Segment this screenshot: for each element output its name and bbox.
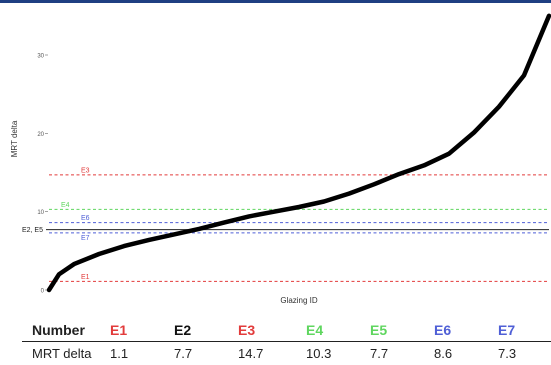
col-value-e4: 10.3 (296, 342, 360, 365)
reference-line-label: E1 (81, 274, 90, 281)
col-name-e5: E5 (360, 318, 424, 342)
col-name-e4: E4 (296, 318, 360, 342)
col-name-e7: E7 (488, 318, 551, 342)
table-value-row: MRT delta 1.1 7.7 14.7 10.3 7.7 8.6 7.3 (22, 342, 551, 365)
col-value-e5: 7.7 (360, 342, 424, 365)
table-header-row: Number E1 E2 E3 E4 E5 E6 E7 (22, 318, 551, 342)
y-tick-label: 10 (37, 210, 44, 216)
results-table: Number E1 E2 E3 E4 E5 E6 E7 MRT delta 1.… (22, 318, 551, 365)
col-name-e3: E3 (228, 318, 296, 342)
col-value-e6: 8.6 (424, 342, 488, 365)
col-name-e6: E6 (424, 318, 488, 342)
y-tick-label: 30 (37, 54, 44, 60)
mrt-delta-chart: E1 E3 E4 E6 E2, E5 E7 0 10 20 30 MRT delta Glazi… (0, 0, 551, 310)
reference-line-label: E7 (81, 235, 90, 242)
col-name-e1: E1 (100, 318, 164, 342)
reference-line-label: E2, E5 (22, 227, 43, 234)
col-name-e2: E2 (164, 318, 228, 342)
series-line (49, 16, 549, 290)
col-value-e3: 14.7 (228, 342, 296, 365)
col-value-e7: 7.3 (488, 342, 551, 365)
col-value-e1: 1.1 (100, 342, 164, 365)
reference-lines: E1 E3 E4 E6 E2, E5 E7 (22, 167, 549, 281)
reference-line-label: E4 (61, 202, 70, 209)
row-header-label: Number (22, 318, 100, 342)
reference-line-label: E6 (81, 215, 90, 222)
y-axis-ticks: 0 10 20 30 (37, 54, 48, 295)
x-axis-label: Glazing ID (280, 296, 318, 305)
row-value-label: MRT delta (22, 342, 100, 365)
y-axis-label: MRT delta (10, 120, 19, 157)
reference-line-label: E3 (81, 167, 90, 174)
y-tick-label: 20 (37, 132, 44, 138)
col-value-e2: 7.7 (164, 342, 228, 365)
y-tick-label: 0 (41, 289, 45, 295)
